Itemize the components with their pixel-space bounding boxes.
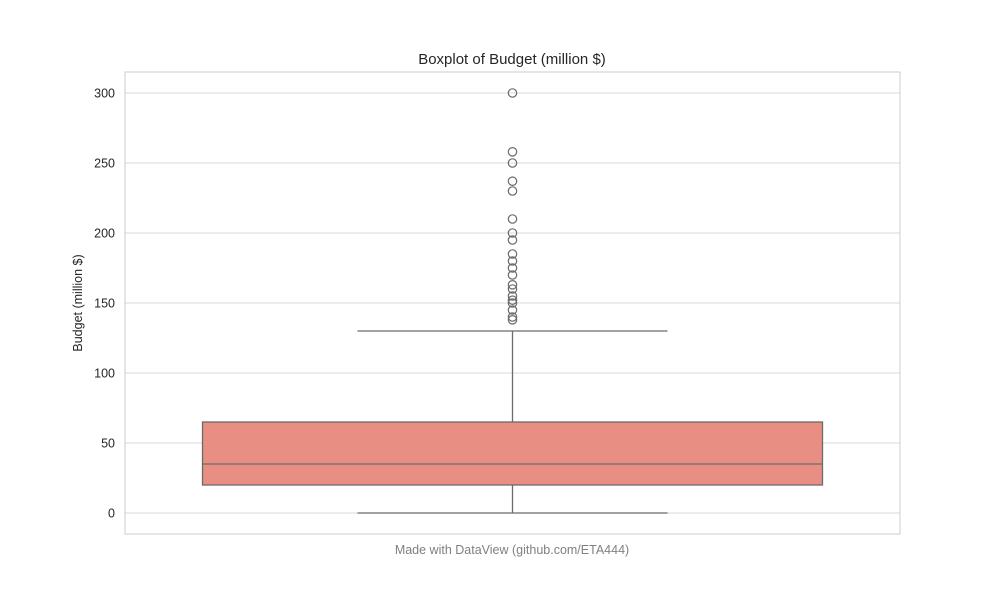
plot-area [201,88,824,514]
y-axis-label: Budget (million $) [71,254,85,351]
outlier-point [507,263,518,273]
outlier-point [507,291,518,301]
outlier-point [507,312,518,322]
y-tick-label: 50 [101,437,115,451]
chart-title: Boxplot of Budget (million $) [418,51,606,68]
outlier-point [507,305,518,315]
outlier-point [507,256,518,266]
outlier-point [507,298,518,308]
outlier-point [507,314,518,325]
y-tick-labels: 0 50 100 150 200 250 300 [94,87,115,521]
outlier-point [507,158,518,168]
outlier-point [507,186,518,196]
outlier-point [507,235,518,245]
outlier-point [507,147,518,157]
iqr-box [201,421,824,486]
y-tick-label: 0 [108,507,115,521]
footer-credit: Made with DataView (github.com/ETA444) [395,543,629,557]
outlier-point [507,279,518,290]
y-tick-label: 200 [94,227,115,241]
outlier-point [507,270,518,280]
outlier-point [507,214,518,224]
outlier-point [507,88,518,98]
outlier-point [507,228,518,238]
y-tick-label: 150 [94,297,115,311]
outlier-point [507,284,518,294]
y-tick-label: 250 [94,157,115,171]
y-tick-label: 100 [94,367,115,381]
outlier-point [507,249,518,259]
outlier-point [507,176,518,186]
plot-frame [124,71,901,535]
outlier-point [507,295,518,305]
y-tick-label: 300 [94,87,115,101]
